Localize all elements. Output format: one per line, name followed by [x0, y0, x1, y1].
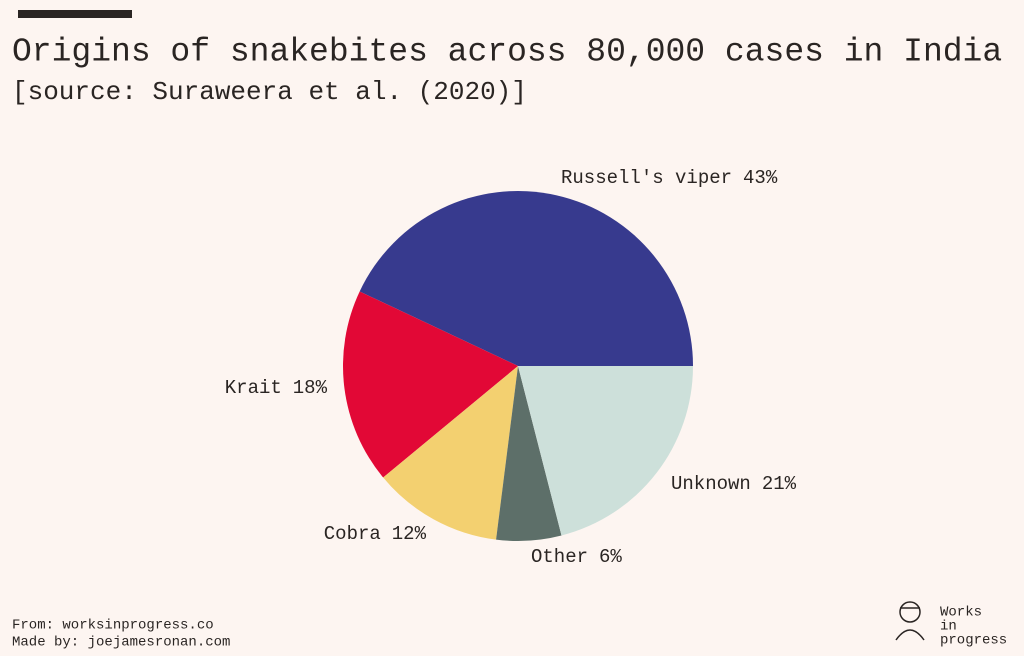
slice-label: Krait 18% [225, 377, 328, 399]
logo-text: progress [940, 633, 1007, 649]
slice-category: Other [531, 546, 588, 568]
logo-text: in [940, 619, 957, 635]
footer-source: From: worksinprogress.co [12, 618, 214, 634]
slice-label: Other 6% [531, 546, 622, 568]
slice-value-label: 18% [293, 377, 328, 399]
slice-label: Russell's viper 43% [561, 167, 778, 189]
slice-value-label: 12% [392, 523, 427, 545]
slice-label: Unknown 21% [671, 473, 797, 495]
pie-slice [383, 366, 518, 540]
slice-category: Cobra [324, 523, 381, 545]
slice-value-label: 6% [599, 546, 622, 568]
pie-slice [496, 366, 562, 541]
pie-slice [343, 291, 518, 478]
logo-icon [895, 601, 925, 641]
chart-subtitle: [source: Suraweera et al. (2020)] [12, 77, 527, 107]
footer-credit: Made by: joejamesronan.com [12, 635, 230, 651]
slice-category: Unknown [671, 473, 751, 495]
slice-value-label: 21% [762, 473, 797, 495]
slice-value-label: 43% [743, 167, 778, 189]
pie-slice [518, 366, 693, 536]
chart-title: Origins of snakebites across 80,000 case… [12, 34, 1002, 71]
slice-label: Cobra 12% [324, 523, 427, 545]
logo-text: Works [940, 605, 982, 621]
slice-category: Russell's viper [561, 167, 732, 189]
pie-slice [359, 190, 693, 366]
top-bar [18, 10, 132, 18]
slice-category: Krait [225, 377, 282, 399]
